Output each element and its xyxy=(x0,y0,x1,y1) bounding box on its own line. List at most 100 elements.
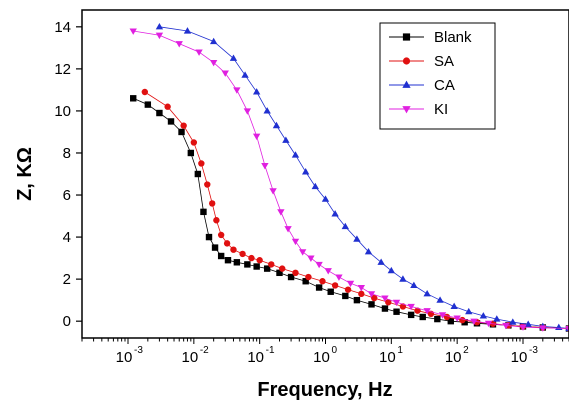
x-tick-label-6: 10 xyxy=(511,349,528,366)
legend-marker-blank xyxy=(402,33,411,41)
point-ca-11 xyxy=(311,182,319,190)
point-blank-3 xyxy=(167,118,175,125)
point-ca-19 xyxy=(399,275,407,282)
point-ki-28 xyxy=(470,318,478,326)
x-tick-label-3: 10 xyxy=(313,349,330,366)
point-blank-19 xyxy=(315,284,323,291)
point-blank-12 xyxy=(233,259,241,266)
y-tick-label: 10 xyxy=(54,103,71,120)
legend-box xyxy=(379,22,496,130)
point-ki-31 xyxy=(519,324,527,331)
point-ki-3 xyxy=(195,49,203,56)
point-sa-16 xyxy=(292,269,299,277)
point-blank-7 xyxy=(200,208,207,216)
series-ki xyxy=(129,28,569,333)
point-blank-13 xyxy=(244,261,251,268)
point-blank-5 xyxy=(187,149,195,157)
point-ki-12 xyxy=(284,226,292,233)
point-ki-16 xyxy=(315,261,323,269)
point-blank-25 xyxy=(393,308,400,315)
point-ca-4 xyxy=(241,71,249,78)
point-ki-4 xyxy=(209,60,218,67)
point-ca-5 xyxy=(252,88,261,95)
x-tick-label-0: 10 xyxy=(116,349,133,366)
point-ca-24 xyxy=(465,307,473,315)
point-ki-27 xyxy=(453,315,461,322)
legend-marker-ca xyxy=(402,80,411,88)
point-sa-8 xyxy=(217,231,225,239)
point-ca-12 xyxy=(321,195,330,202)
y-tick-label: 14 xyxy=(54,19,71,36)
point-ca-1 xyxy=(183,27,192,34)
point-ca-20 xyxy=(410,281,418,288)
x-tick-label-1: 10 xyxy=(181,349,198,366)
series-line-blank xyxy=(133,97,569,329)
point-sa-15 xyxy=(279,265,286,272)
series-blank xyxy=(130,95,569,332)
series-layer xyxy=(129,22,569,333)
point-ki-14 xyxy=(298,249,307,256)
legend-marker-ki xyxy=(402,106,411,114)
point-blank-2 xyxy=(156,109,163,117)
x-tick-exponent-0: -3 xyxy=(134,345,143,356)
point-blank-28 xyxy=(434,315,441,323)
y-tick-label: 0 xyxy=(63,313,71,330)
x-tick-exponent-6: -3 xyxy=(529,345,538,356)
y-axis-label: Z, KΩ xyxy=(14,147,36,201)
point-sa-9 xyxy=(223,240,231,247)
point-blank-18 xyxy=(302,278,309,285)
y-tick-label: 12 xyxy=(54,61,71,78)
point-sa-19 xyxy=(331,282,339,289)
point-ki-18 xyxy=(335,274,343,281)
point-ki-8 xyxy=(252,133,261,140)
point-ca-0 xyxy=(155,22,164,30)
point-sa-1 xyxy=(164,103,171,110)
point-sa-3 xyxy=(190,139,198,146)
point-ca-16 xyxy=(364,247,373,255)
point-blank-10 xyxy=(217,252,225,260)
point-sa-4 xyxy=(198,160,205,167)
point-ca-6 xyxy=(263,107,271,114)
point-blank-27 xyxy=(419,313,426,321)
point-ca-17 xyxy=(377,258,385,265)
legend-marker-sa xyxy=(402,57,411,65)
point-sa-18 xyxy=(319,278,326,285)
point-ki-32 xyxy=(539,325,547,332)
point-blank-29 xyxy=(447,317,454,325)
point-ki-22 xyxy=(381,295,389,302)
point-sa-20 xyxy=(344,286,352,293)
point-blank-14 xyxy=(253,263,260,270)
point-ki-2 xyxy=(175,41,183,48)
point-blank-11 xyxy=(224,257,232,264)
y-tick-label: 4 xyxy=(63,229,71,246)
series-line-ca xyxy=(159,26,569,329)
point-sa-12 xyxy=(248,254,255,262)
x-tick-exponent-3: 0 xyxy=(332,345,338,356)
point-ki-25 xyxy=(423,308,431,315)
point-sa-2 xyxy=(180,122,187,129)
point-ca-8 xyxy=(282,136,290,143)
point-ca-18 xyxy=(387,266,396,274)
point-ki-21 xyxy=(367,291,376,298)
point-ca-22 xyxy=(436,296,444,303)
point-sa-6 xyxy=(208,200,216,207)
point-ki-20 xyxy=(357,284,365,292)
point-sa-23 xyxy=(385,299,392,306)
point-ca-13 xyxy=(331,210,339,217)
point-ki-9 xyxy=(261,163,269,170)
point-blank-24 xyxy=(381,305,389,312)
point-blank-8 xyxy=(205,233,213,241)
point-ki-17 xyxy=(324,268,332,275)
point-blank-26 xyxy=(407,311,415,319)
point-ca-2 xyxy=(209,37,218,45)
legend-label-blank: Blank xyxy=(434,29,472,46)
x-tick-exponent-4: 1 xyxy=(397,345,403,356)
point-ki-7 xyxy=(243,108,252,115)
point-ca-15 xyxy=(353,235,361,242)
point-ki-24 xyxy=(407,303,415,311)
point-blank-17 xyxy=(287,273,295,281)
point-ca-26 xyxy=(493,315,501,322)
y-tick-label: 6 xyxy=(63,187,71,204)
point-ca-7 xyxy=(272,121,281,129)
